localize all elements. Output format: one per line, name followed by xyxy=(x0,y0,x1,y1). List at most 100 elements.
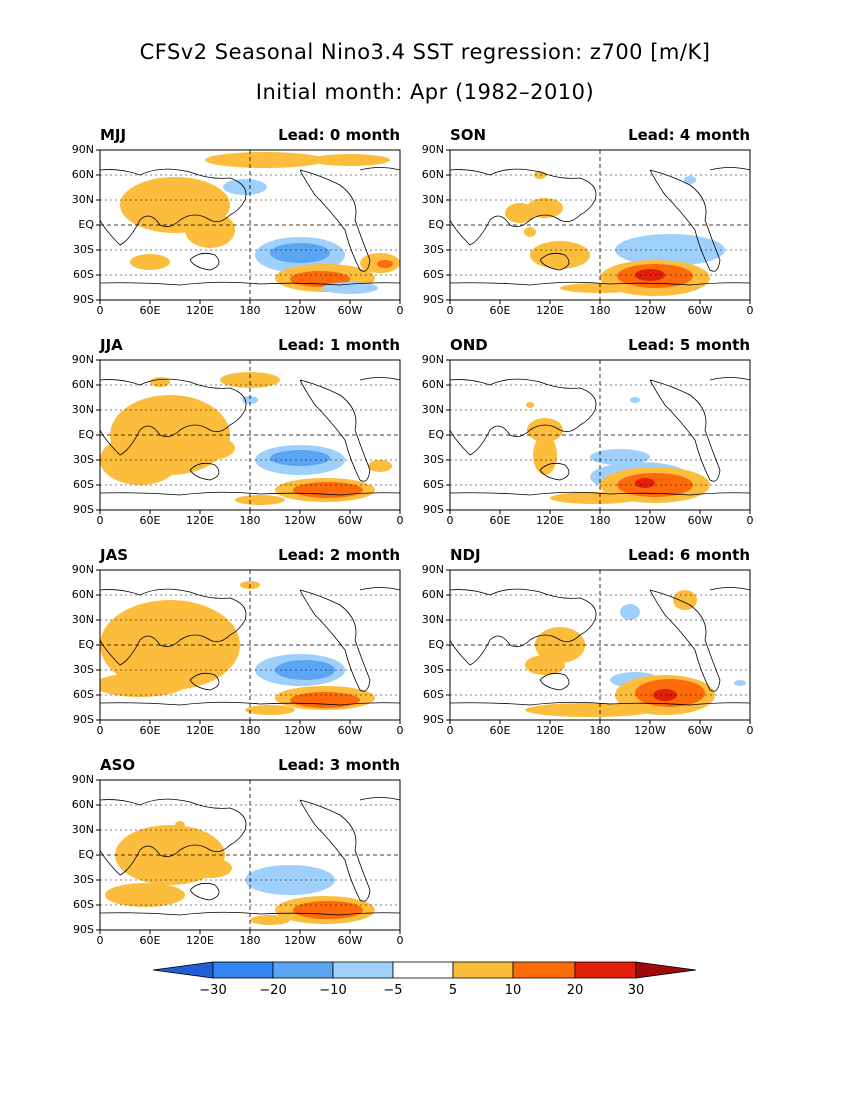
coastline-3 xyxy=(359,587,400,591)
lat-tick-label: 30N xyxy=(421,193,444,206)
anomaly-contour-9 xyxy=(270,243,330,263)
lat-tick-label: 90S xyxy=(423,503,444,516)
map-panel-jas xyxy=(96,569,401,724)
lon-tick-label: 0 xyxy=(96,934,104,947)
anomaly-contour-2 xyxy=(524,227,536,237)
lat-tick-label: 60S xyxy=(73,268,94,281)
lon-tick-label: 180 xyxy=(589,304,611,317)
lon-tick-label: 180 xyxy=(239,304,261,317)
lat-tick-label: 90N xyxy=(71,143,94,156)
lat-tick-label: EQ xyxy=(428,428,444,441)
lon-tick-label: 120W xyxy=(634,514,666,527)
lon-tick-label: 0 xyxy=(446,724,454,737)
coastline-0 xyxy=(450,588,597,666)
panel-season-label: NDJ xyxy=(450,546,481,564)
lon-tick-label: 0 xyxy=(446,304,454,317)
lat-tick-label: 90S xyxy=(73,503,94,516)
lat-tick-label: 90S xyxy=(73,923,94,936)
colorbar-segment-5 xyxy=(512,961,576,979)
lon-tick-label: 180 xyxy=(239,514,261,527)
lat-tick-label: 60S xyxy=(73,688,94,701)
anomaly-contour-10 xyxy=(293,482,363,498)
anomaly-contour-2 xyxy=(130,254,170,270)
coastline-0 xyxy=(100,378,247,456)
lat-tick-label: 90N xyxy=(421,563,444,576)
anomaly-contour-7 xyxy=(290,692,360,708)
lat-tick-label: 60N xyxy=(421,588,444,601)
colorbar-label: 5 xyxy=(448,983,458,998)
lon-tick-label: 120W xyxy=(634,304,666,317)
anomaly-contour-8 xyxy=(270,450,330,466)
map-panel-ndj xyxy=(446,569,751,724)
lon-tick-label: 60E xyxy=(489,514,511,527)
coastline-1 xyxy=(189,252,220,271)
lat-tick-label: 30S xyxy=(73,873,94,886)
panel-season-label: ASO xyxy=(100,756,136,774)
lat-tick-label: 60N xyxy=(71,798,94,811)
coastline-2 xyxy=(299,379,371,482)
lon-tick-label: 0 xyxy=(96,514,104,527)
panel-season-label: OND xyxy=(450,336,488,354)
lat-tick-label: EQ xyxy=(78,848,94,861)
coastline-1 xyxy=(189,462,220,481)
colorbar-segment-3 xyxy=(392,961,454,979)
anomaly-contour-8 xyxy=(525,703,655,717)
lon-tick-label: 60E xyxy=(139,514,161,527)
lon-tick-label: 120W xyxy=(284,514,316,527)
lon-tick-label: 120E xyxy=(186,304,214,317)
lat-tick-label: 30S xyxy=(73,663,94,676)
map-panel-ond xyxy=(446,359,751,514)
lon-tick-label: 180 xyxy=(589,514,611,527)
coastline-1 xyxy=(539,672,570,691)
anomaly-field xyxy=(450,167,750,296)
coastline-3 xyxy=(709,587,750,591)
coastline-3 xyxy=(359,377,400,381)
panel-lead-label: Lead: 1 month xyxy=(278,336,400,354)
anomaly-contour-7 xyxy=(223,179,267,195)
map-panel-son xyxy=(446,149,751,304)
anomaly-contour-8 xyxy=(526,402,534,408)
lat-tick-label: 30N xyxy=(71,823,94,836)
anomaly-contour-3 xyxy=(150,377,170,387)
anomaly-contour-1 xyxy=(525,655,565,675)
panel-season-label: JJA xyxy=(100,336,123,354)
coastline-0 xyxy=(450,168,597,246)
lon-tick-label: 120E xyxy=(186,934,214,947)
coastline-2 xyxy=(649,379,721,482)
coastline-2 xyxy=(299,169,371,272)
lat-tick-label: 90S xyxy=(423,713,444,726)
coastline-3 xyxy=(709,377,750,381)
lat-tick-label: 90N xyxy=(421,353,444,366)
anomaly-contour-4 xyxy=(377,260,393,268)
coastline-2 xyxy=(299,799,371,902)
anomaly-contour-1 xyxy=(527,198,563,218)
lon-tick-label: 0 xyxy=(396,724,404,737)
anomaly-contour-1 xyxy=(105,883,185,907)
coastline-0 xyxy=(100,168,247,246)
anomaly-contour-8 xyxy=(245,705,295,715)
lon-tick-label: 0 xyxy=(96,724,104,737)
anomaly-contour-10 xyxy=(684,176,696,184)
lat-tick-label: 60S xyxy=(423,268,444,281)
lon-tick-label: 60W xyxy=(687,304,713,317)
lon-tick-label: 0 xyxy=(446,514,454,527)
panel-lead-label: Lead: 5 month xyxy=(628,336,750,354)
coastline-4 xyxy=(450,281,750,286)
lat-tick-label: 90S xyxy=(73,293,94,306)
map-panel-jja xyxy=(96,359,401,514)
lon-tick-label: 180 xyxy=(239,934,261,947)
coastline-0 xyxy=(450,378,597,456)
chart-title-line1: CFSv2 Seasonal Nino3.4 SST regression: z… xyxy=(139,40,711,64)
panel-lead-label: Lead: 2 month xyxy=(278,546,400,564)
lat-tick-label: 30N xyxy=(421,613,444,626)
lon-tick-label: 0 xyxy=(746,724,754,737)
lat-tick-label: 30S xyxy=(73,453,94,466)
anomaly-contour-4 xyxy=(220,372,280,388)
anomaly-contour-1 xyxy=(533,435,557,475)
anomaly-contour-6 xyxy=(635,478,655,488)
lon-tick-label: 120E xyxy=(536,724,564,737)
anomaly-contour-5 xyxy=(205,152,325,168)
colorbar-segment-0 xyxy=(212,961,274,979)
lat-tick-label: 30S xyxy=(73,243,94,256)
